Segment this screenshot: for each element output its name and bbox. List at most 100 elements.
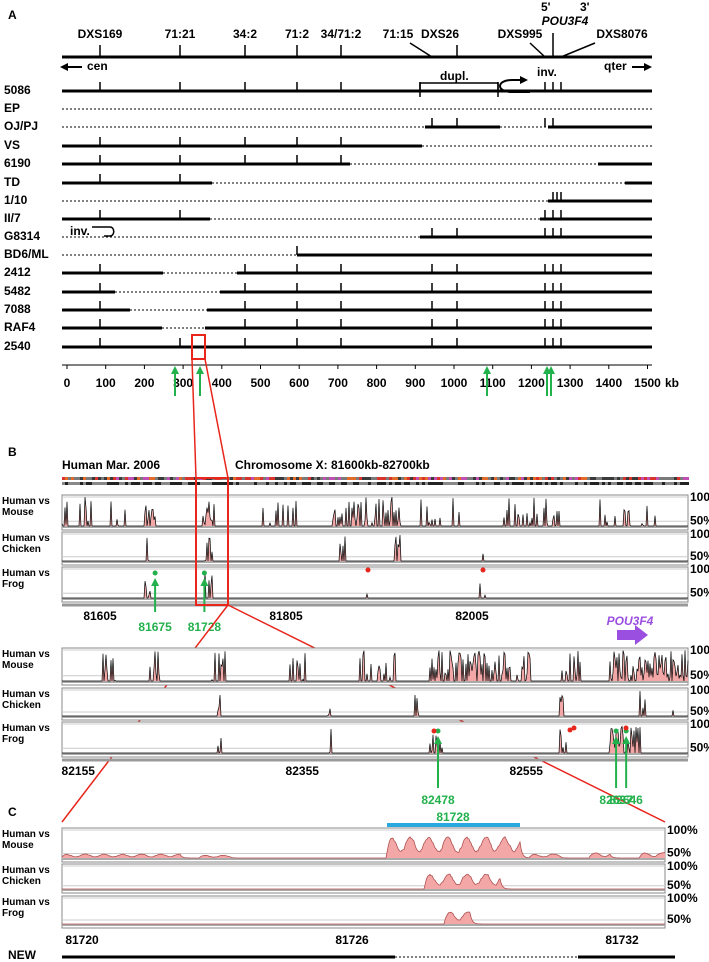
ideogram-band	[506, 482, 509, 485]
ideogram-band	[578, 482, 581, 485]
ideogram-band	[560, 477, 563, 480]
ideogram-band	[326, 477, 329, 480]
ideogram-band	[296, 477, 299, 480]
element-arrow	[483, 366, 491, 374]
ideogram-band	[332, 477, 335, 480]
ideogram-band	[323, 477, 326, 480]
element-label: 82478	[421, 793, 455, 807]
scale-label: 100%	[690, 717, 709, 731]
ideogram-band	[557, 482, 560, 485]
ideogram-band	[656, 482, 659, 485]
ideogram-band	[149, 477, 152, 480]
ideogram-band	[602, 477, 605, 480]
ideogram-band	[410, 482, 413, 485]
ideogram-band	[623, 482, 626, 485]
ideogram-band	[155, 482, 158, 485]
ideogram-band	[464, 482, 467, 485]
axis-tick-label: 200	[134, 376, 154, 390]
marker-label: DXS169	[78, 27, 123, 41]
ideogram-band	[212, 482, 215, 485]
ideogram-band	[677, 477, 680, 480]
ideogram-band	[512, 477, 515, 480]
inv-hook	[92, 226, 115, 237]
cen-arrow	[60, 63, 68, 71]
ideogram-band	[146, 477, 149, 480]
ideogram-band	[407, 477, 410, 480]
ideogram-band	[332, 482, 335, 485]
ideogram-band	[383, 477, 386, 480]
ideogram-band	[374, 477, 377, 480]
ideogram-band	[176, 477, 179, 480]
ideogram-band	[479, 482, 482, 485]
track-frame	[61, 531, 689, 566]
ideogram-band	[473, 482, 476, 485]
ideogram-band	[320, 482, 323, 485]
ideogram-band	[527, 482, 530, 485]
ideogram-band	[170, 482, 173, 485]
ideogram-band	[341, 482, 344, 485]
row-label: EP	[4, 101, 20, 115]
ideogram-band	[476, 477, 479, 480]
ideogram-band	[599, 482, 602, 485]
row-label: 6190	[4, 156, 31, 170]
ideogram-band	[260, 482, 263, 485]
ideogram-band	[581, 482, 584, 485]
marker-label: DXS8076	[596, 27, 648, 41]
ideogram-band	[461, 477, 464, 480]
ideogram-band	[620, 482, 623, 485]
ideogram-band	[404, 482, 407, 485]
ideogram-band	[185, 482, 188, 485]
region-label: Chromosome X: 81600kb-82700kb	[235, 458, 430, 472]
ideogram-band	[74, 482, 77, 485]
ideogram-band	[290, 477, 293, 480]
ideogram-band	[548, 482, 551, 485]
ideogram-band	[530, 477, 533, 480]
ideogram-band	[344, 477, 347, 480]
ideogram-band	[650, 477, 653, 480]
ideogram-band	[278, 477, 281, 480]
track-label: Human vs Frog	[2, 723, 50, 745]
track-backdrop	[62, 648, 688, 685]
element-dot	[201, 570, 207, 576]
ideogram-band	[68, 477, 71, 480]
element-label: 81675	[138, 620, 172, 634]
zoom-box	[195, 477, 229, 606]
ideogram-band	[452, 482, 455, 485]
ideogram-band	[347, 477, 350, 480]
row-label: RAF4	[4, 320, 36, 334]
element-label: 82646	[609, 793, 643, 807]
ideogram-band	[293, 482, 296, 485]
track-label: Human vs Chicken	[2, 865, 50, 887]
row-label: TD	[4, 175, 20, 189]
ideogram-band	[668, 482, 671, 485]
ideogram-band	[629, 477, 632, 480]
ideogram-band	[338, 477, 341, 480]
ideogram-band	[470, 477, 473, 480]
ideogram-band	[419, 482, 422, 485]
ideogram-band	[545, 477, 548, 480]
assembly-label: Human Mar. 2006	[62, 458, 160, 472]
ideogram-band	[686, 482, 689, 485]
ideogram-band	[326, 482, 329, 485]
ideogram-band	[515, 482, 518, 485]
ideogram-band	[311, 482, 314, 485]
ideogram-band	[449, 482, 452, 485]
ideogram-band	[188, 482, 191, 485]
ideogram-band	[470, 482, 473, 485]
ideogram-band	[488, 482, 491, 485]
ideogram-band	[230, 477, 233, 480]
element-label: 81728	[188, 620, 222, 634]
ideogram-band	[617, 482, 620, 485]
ideogram-band	[611, 482, 614, 485]
ideogram-band	[644, 482, 647, 485]
ideogram-band	[467, 482, 470, 485]
ideogram-band	[329, 482, 332, 485]
ideogram-band	[542, 482, 545, 485]
ideogram-band	[266, 477, 269, 480]
ideogram-band	[413, 477, 416, 480]
element-dot	[431, 728, 437, 734]
ideogram-band	[152, 477, 155, 480]
ideogram-band	[203, 482, 206, 485]
track-label: Human vs Mouse	[2, 649, 50, 671]
row-label: 5086	[4, 83, 31, 97]
